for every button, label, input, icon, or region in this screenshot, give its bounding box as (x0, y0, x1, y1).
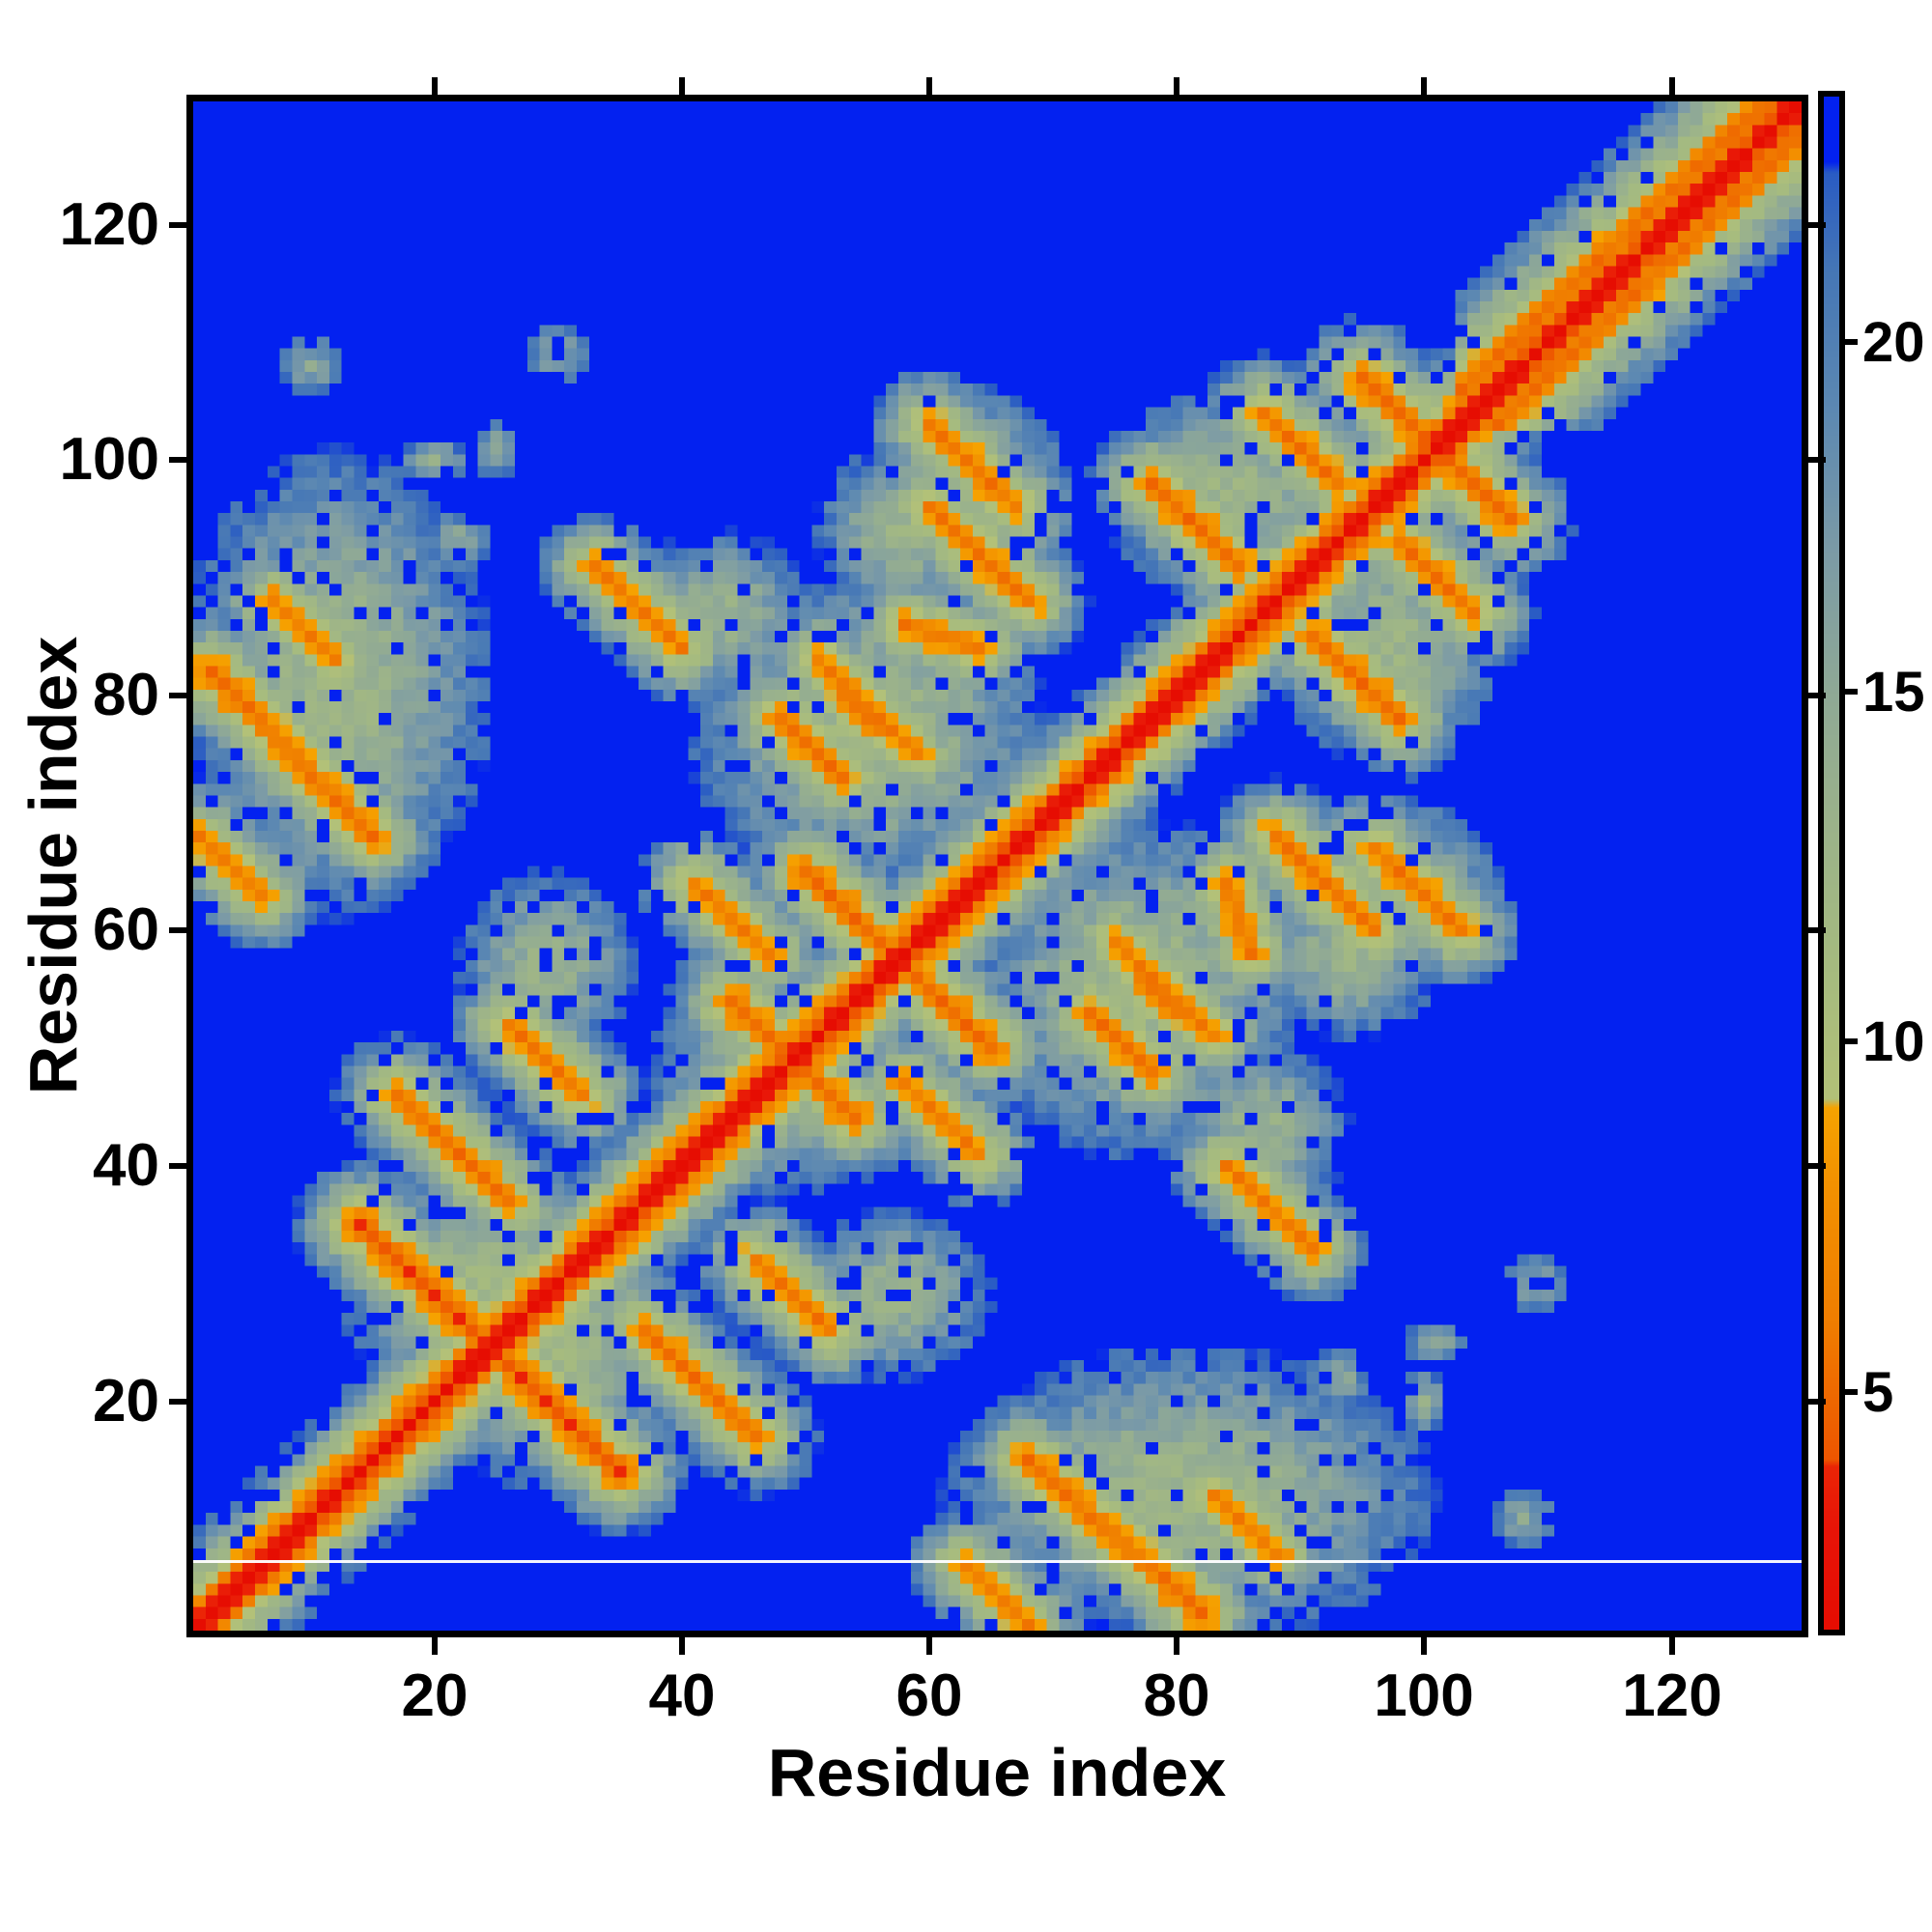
x-tick-mark (1421, 1637, 1427, 1655)
missing-residue-row-line (193, 1560, 1802, 1563)
y-tick-mark-right (1808, 1163, 1826, 1169)
x-tick-mark (926, 1637, 932, 1655)
y-tick-label: 40 (93, 1132, 159, 1199)
x-tick-mark (1174, 1637, 1179, 1655)
colorbar-border (1818, 91, 1845, 1635)
x-tick-label: 20 (401, 1662, 469, 1729)
x-tick-mark-top (679, 77, 685, 95)
colorbar-tick-mark (1845, 1038, 1858, 1044)
y-tick-label: 80 (93, 662, 159, 728)
colorbar-tick-label: 5 (1862, 1361, 1894, 1424)
y-tick-mark (169, 222, 186, 228)
colorbar-strip (1824, 97, 1839, 1630)
y-tick-mark (169, 1163, 186, 1169)
colorbar-tick-mark (1845, 339, 1858, 345)
heatmap-canvas (193, 101, 1802, 1631)
y-tick-mark-right (1808, 1399, 1826, 1405)
y-tick-mark-right (1808, 693, 1826, 698)
colorbar-tick-mark (1845, 689, 1858, 695)
x-tick-mark-top (1174, 77, 1179, 95)
y-tick-label: 20 (93, 1368, 159, 1435)
x-tick-mark-top (432, 77, 438, 95)
colorbar-tick-label: 20 (1862, 311, 1925, 374)
y-tick-mark (169, 457, 186, 463)
colorbar-tick-label: 15 (1862, 661, 1925, 724)
x-tick-label: 80 (1143, 1662, 1210, 1729)
x-tick-label: 60 (895, 1662, 963, 1729)
y-tick-mark (169, 1399, 186, 1405)
x-tick-label: 40 (648, 1662, 716, 1729)
y-tick-label: 120 (59, 191, 159, 258)
y-tick-mark (169, 927, 186, 933)
x-tick-label: 100 (1374, 1662, 1474, 1729)
x-tick-mark-top (1421, 77, 1427, 95)
x-tick-mark-top (1669, 77, 1675, 95)
x-tick-label: 120 (1622, 1662, 1722, 1729)
x-tick-mark (432, 1637, 438, 1655)
x-tick-mark (1669, 1637, 1675, 1655)
y-tick-label: 60 (93, 896, 159, 963)
y-tick-mark-right (1808, 222, 1826, 228)
y-axis-label: Residue index (15, 636, 91, 1095)
y-tick-mark (169, 693, 186, 698)
colorbar-tick-mark (1845, 1389, 1858, 1395)
colorbar-tick-label: 10 (1862, 1010, 1925, 1073)
y-tick-mark-right (1808, 457, 1826, 463)
x-axis-label: Residue index (767, 1735, 1227, 1810)
x-tick-mark (679, 1637, 685, 1655)
x-tick-mark-top (926, 77, 932, 95)
plot-border (186, 95, 1808, 1637)
y-tick-label: 100 (59, 426, 159, 493)
y-tick-mark-right (1808, 927, 1826, 933)
